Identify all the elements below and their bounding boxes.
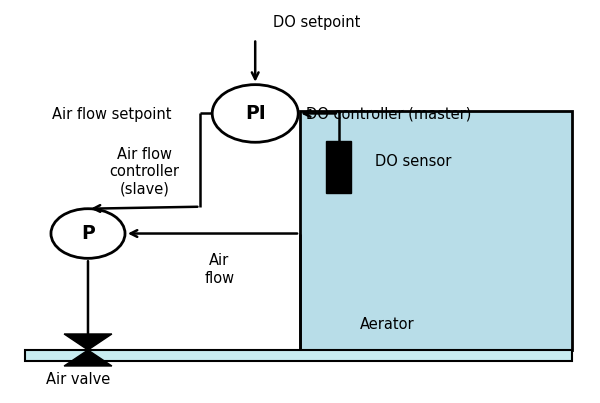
Bar [300, 112, 572, 349]
Text: DO setpoint: DO setpoint [273, 15, 361, 30]
Circle shape [51, 209, 125, 258]
Text: Aerator: Aerator [360, 317, 415, 332]
Circle shape [212, 85, 298, 142]
Text: Air flow setpoint: Air flow setpoint [52, 107, 172, 122]
Text: Air
flow: Air flow [205, 253, 235, 286]
Polygon shape [64, 334, 112, 350]
Text: Air valve: Air valve [46, 372, 110, 387]
Bar [326, 141, 352, 193]
Text: Air flow
controller
(slave): Air flow controller (slave) [110, 147, 180, 196]
Polygon shape [64, 350, 112, 366]
Text: PI: PI [245, 104, 266, 123]
Text: P: P [81, 224, 95, 243]
Text: DO controller (master): DO controller (master) [306, 107, 472, 122]
Text: DO sensor: DO sensor [374, 154, 451, 169]
Bar [25, 350, 572, 361]
